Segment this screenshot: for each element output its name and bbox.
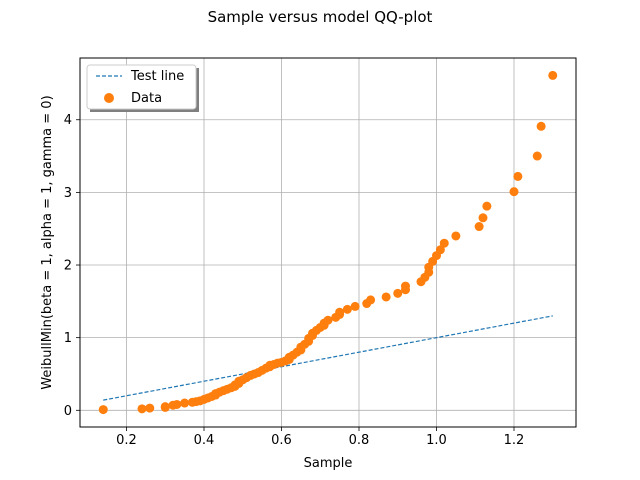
data-point [137,404,147,414]
legend-data-label: Data [131,91,162,106]
data-point [439,238,449,248]
x-tick-label: 0.4 [194,433,215,448]
x-axis-label: Sample [304,456,353,471]
data-point [478,213,488,223]
y-tick-label: 0 [64,404,72,419]
data-point [160,402,170,412]
data-point [513,171,523,181]
data-point [366,295,376,305]
legend-test-line-label: Test line [130,69,184,84]
data-point [98,405,108,415]
x-tick-label: 0.6 [271,433,292,448]
data-point [548,70,558,80]
data-point [401,281,410,291]
data-point [323,315,333,325]
data-point [335,307,345,317]
data-point [532,151,542,161]
x-tick-label: 1.2 [504,433,525,448]
y-tick-label: 3 [64,186,72,201]
legend-data-marker [104,93,114,103]
series-layer [98,70,558,415]
plot-frame [79,57,577,428]
data-point [342,304,352,314]
legend: Test line Data [86,64,199,112]
data-point [509,187,519,197]
data-point [381,292,391,302]
data-point [451,231,461,241]
data-point [350,301,360,311]
chart-title: Sample versus model QQ-plot [208,8,433,26]
data-point [474,222,484,232]
x-tick-label: 0.8 [349,433,370,448]
data-point [180,398,190,408]
data-point [172,399,182,409]
data-point [393,288,403,298]
tick-layer: 0.2 0.4 0.6 0.8 1.0 1.2 0 1 2 3 4 [64,113,525,448]
data-point [482,201,492,211]
data-point [145,403,155,413]
y-tick-label: 4 [64,113,72,128]
x-tick-label: 0.2 [116,433,137,448]
data-point [536,121,546,131]
y-tick-label: 1 [64,331,72,346]
y-axis-label: WeibullMin(beta = 1, alpha = 1, gamma = … [40,95,55,389]
x-tick-label: 1.0 [426,433,447,448]
grid-layer [80,58,576,427]
y-tick-label: 2 [64,259,72,274]
data-point [435,245,445,255]
test-line [103,315,553,401]
